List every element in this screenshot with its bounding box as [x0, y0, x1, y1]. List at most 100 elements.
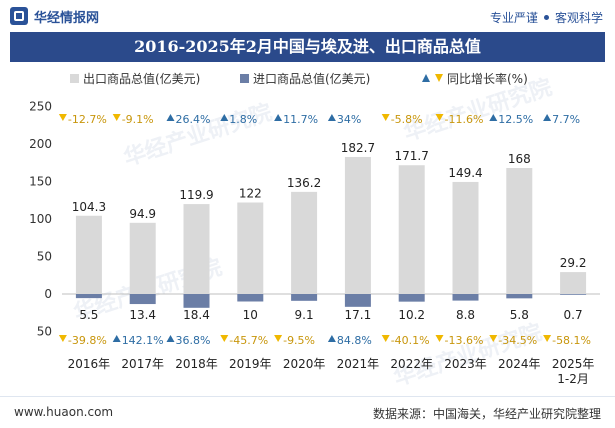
yoy-value: -9.1% [122, 113, 154, 126]
watermark-text: 华经产业研究院 [121, 99, 276, 171]
down-arrow-icon [381, 114, 390, 121]
y-tick-label: 150 [29, 175, 52, 189]
watermark-text: 华经产业研究院 [391, 319, 546, 391]
legend-up-arrow-icon [422, 74, 430, 82]
yoy-value: -5.8% [391, 113, 423, 126]
export-yoy-label: -5.8% [381, 113, 423, 126]
import-yoy-label: -34.5% [489, 334, 537, 347]
legend-import-label: 进口商品总值(亿美元) [253, 71, 370, 86]
chart-title: 2016-2025年2月中国与埃及进、出口商品总值 [134, 37, 481, 56]
x-tick-label-line: 2018年 [175, 357, 218, 371]
import-yoy-label: -9.5% [274, 334, 315, 347]
up-arrow-icon [166, 335, 175, 342]
down-arrow-icon [112, 114, 121, 121]
up-arrow-icon [327, 335, 336, 342]
yoy-value: -45.7% [229, 334, 268, 347]
logo-icon [10, 7, 28, 25]
import-value-label: 13.4 [129, 308, 156, 322]
down-arrow-icon [435, 114, 444, 121]
import-yoy-label: 36.8% [166, 334, 210, 347]
export-bar [237, 202, 264, 294]
down-arrow-icon [274, 335, 283, 342]
export-value-label: 94.9 [129, 207, 156, 221]
import-value-label: 5.8 [510, 308, 529, 322]
logo: 华经情报网 [10, 6, 99, 26]
export-value-label: 119.9 [179, 188, 213, 202]
export-bar [506, 168, 533, 294]
legend-export-label: 出口商品总值(亿美元) [83, 71, 200, 86]
x-tick-label: 2020年 [283, 357, 326, 371]
export-value-label: 122 [239, 187, 262, 201]
export-value-label: 182.7 [341, 141, 375, 155]
yoy-value: 7.7% [552, 113, 580, 126]
import-yoy-label: 84.8% [327, 334, 372, 347]
export-bar [183, 204, 210, 294]
x-tick-label: 2018年 [175, 357, 218, 371]
import-yoy-label: -45.7% [220, 334, 268, 347]
x-tick-label-line: 2025年 [552, 357, 595, 371]
y-tick-label: 50 [37, 325, 52, 339]
export-bar [129, 222, 156, 294]
import-value-label: 10.2 [398, 308, 425, 322]
legend-yoy-label: 同比增长率(%) [447, 71, 528, 86]
chart-title-bar: 2016-2025年2月中国与埃及进、出口商品总值 [10, 32, 605, 62]
import-bar [398, 294, 425, 302]
up-arrow-icon [220, 114, 229, 121]
x-tick-label: 2016年 [68, 357, 111, 371]
import-bar [344, 294, 371, 307]
x-tick-label: 2022年 [390, 357, 433, 371]
import-bar [452, 294, 479, 301]
export-value-label: 168 [508, 152, 531, 166]
yoy-value: 34% [337, 113, 361, 126]
x-tick-label: 2017年 [121, 357, 164, 371]
yoy-value: -12.7% [68, 113, 107, 126]
export-yoy-label: -11.6% [435, 113, 484, 126]
slogan-left: 专业严谨 [489, 11, 538, 25]
x-tick-label-line: 1-2月 [557, 372, 589, 386]
x-tick-label-line: 2023年 [444, 357, 487, 371]
legend-export-swatch [70, 74, 79, 83]
footer: www.huaon.com 数据来源：中国海关，华经产业研究院整理 [0, 396, 615, 428]
import-value-label: 10 [243, 308, 258, 322]
x-tick-label: 2024年 [498, 357, 541, 371]
yoy-value: 84.8% [337, 334, 372, 347]
up-arrow-icon [543, 114, 552, 121]
yoy-value: -40.1% [391, 334, 430, 347]
import-bar [560, 294, 587, 295]
y-tick-label: 0 [44, 287, 52, 301]
x-tick-label: 2019年 [229, 357, 272, 371]
export-bar [560, 272, 587, 294]
yoy-value: 142.1% [122, 334, 164, 347]
up-arrow-icon [166, 114, 175, 121]
export-yoy-label: 34% [327, 113, 361, 126]
export-yoy-label: -9.1% [112, 113, 154, 126]
export-yoy-label: 26.4% [166, 113, 211, 126]
up-arrow-icon [489, 114, 498, 121]
export-value-label: 104.3 [72, 200, 106, 214]
import-bar [75, 294, 102, 299]
yoy-value: -58.1% [552, 334, 591, 347]
export-yoy-label: 1.8% [220, 113, 257, 126]
yoy-value: 12.5% [498, 113, 533, 126]
import-bar [183, 294, 210, 308]
export-yoy-label: -12.7% [58, 113, 107, 126]
bars [75, 156, 587, 308]
down-arrow-icon [58, 114, 67, 121]
y-tick-label: 50 [37, 250, 52, 264]
yoy-value: -11.6% [445, 113, 484, 126]
y-tick-label: 200 [29, 137, 52, 151]
x-tick-label-line: 2019年 [229, 357, 272, 371]
down-arrow-icon [381, 335, 390, 342]
import-yoy-label: -58.1% [543, 334, 591, 347]
x-axis: 2016年 2017年 2018年 2019年 2020年 2021年 2022年 2023年… [68, 357, 595, 386]
down-arrow-icon [435, 335, 444, 342]
x-tick-label: 2021年 [337, 357, 380, 371]
y-tick-label: 250 [29, 100, 52, 114]
logo-text: 华经情报网 [34, 10, 100, 26]
footer-source: 数据来源：中国海关，华经产业研究院整理 [372, 407, 601, 421]
dot-icon [543, 15, 549, 20]
legend-down-arrow-icon [435, 74, 443, 82]
yoy-value: -39.8% [68, 334, 107, 347]
yoy-value: 26.4% [176, 113, 211, 126]
export-yoy-label: 11.7% [274, 113, 318, 126]
